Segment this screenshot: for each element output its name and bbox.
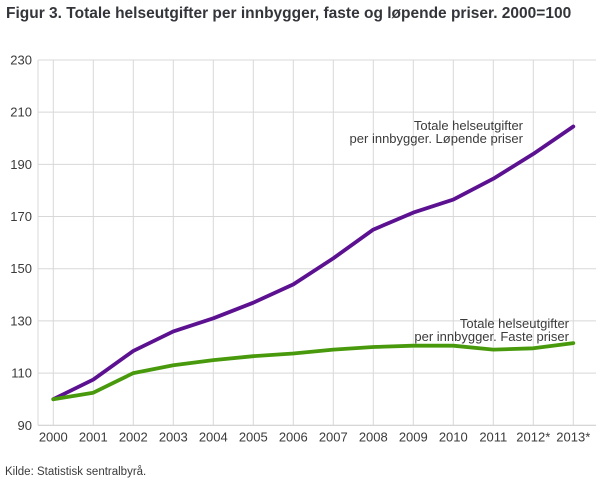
y-tick-label-110: 110 bbox=[11, 366, 32, 381]
y-tick-label-130: 130 bbox=[10, 313, 32, 328]
x-tick-label-2008: 2008 bbox=[359, 429, 388, 444]
y-tick-label-190: 190 bbox=[10, 157, 32, 172]
x-tick-label-2005: 2005 bbox=[239, 429, 268, 444]
line-chart: 90 110 130 150 170 190 210 230 2000 2001 2002 2003 2… bbox=[10, 53, 596, 444]
series-annotation-lopende-line2: per innbygger. Løpende priser bbox=[350, 131, 524, 146]
x-tick-label-2003: 2003 bbox=[159, 429, 188, 444]
x-tick-label-2010: 2010 bbox=[439, 429, 468, 444]
series-annotation-lopende-line1: Totale helseutgifter bbox=[414, 118, 524, 133]
y-tick-label-170: 170 bbox=[10, 209, 32, 224]
x-tick-label-2004: 2004 bbox=[199, 429, 228, 444]
series-line-lopende-priser bbox=[51, 124, 576, 402]
y-tick-label-150: 150 bbox=[10, 261, 32, 276]
series-line-faste-priser bbox=[51, 341, 576, 402]
y-tick-label-230: 230 bbox=[10, 53, 32, 68]
x-tick-label-2009: 2009 bbox=[399, 429, 428, 444]
x-tick-label-2013: 2013* bbox=[556, 429, 590, 444]
x-tick-label-2001: 2001 bbox=[79, 429, 108, 444]
source-note: Kilde: Statistisk sentralbyrå. bbox=[5, 466, 147, 478]
figure-title: Figur 3. Totale helseutgifter per innbyg… bbox=[6, 5, 572, 22]
x-tick-label-2000: 2000 bbox=[39, 429, 68, 444]
x-tick-label-2011: 2011 bbox=[479, 429, 507, 444]
series-annotation-faste-line1: Totale helseutgifter bbox=[460, 316, 570, 331]
x-tick-label-2007: 2007 bbox=[319, 429, 348, 444]
x-tick-label-2006: 2006 bbox=[279, 429, 308, 444]
y-tick-label-90: 90 bbox=[18, 418, 32, 433]
x-tick-label-2002: 2002 bbox=[119, 429, 148, 444]
x-tick-label-2012: 2012* bbox=[516, 429, 550, 444]
y-tick-label-210: 210 bbox=[10, 105, 32, 120]
series-annotation-faste-line2: per innbygger. Faste priser bbox=[414, 329, 569, 344]
